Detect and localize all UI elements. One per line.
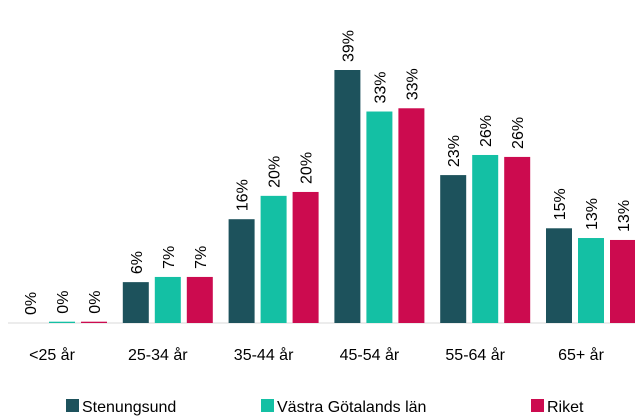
bar: [49, 321, 75, 323]
bar: [292, 191, 319, 323]
bar: [440, 175, 467, 323]
legend-label: Riket: [547, 399, 584, 416]
data-label: 33%: [372, 71, 389, 103]
data-label: 6%: [129, 251, 146, 274]
x-tick-label: <25 år: [29, 346, 75, 364]
x-tick-label: 25-34 år: [128, 346, 188, 364]
bar: [122, 282, 149, 323]
data-label: 15%: [552, 188, 569, 220]
legend-label: Västra Götalands län: [277, 399, 426, 416]
bar: [228, 219, 255, 323]
data-label: 13%: [616, 200, 633, 232]
data-label: 26%: [478, 115, 495, 147]
data-label: 0%: [87, 291, 104, 314]
bar: [186, 276, 213, 323]
data-label: 7%: [193, 246, 210, 269]
bar: [578, 238, 604, 323]
legend-swatch: [261, 399, 274, 412]
data-label: 0%: [23, 292, 40, 315]
legend-label: Stenungsund: [82, 399, 176, 416]
bar: [610, 239, 635, 323]
legend-swatch: [531, 399, 544, 412]
bar: [472, 154, 499, 323]
x-tick-label: 55-64 år: [445, 346, 505, 364]
data-label: 16%: [235, 179, 252, 211]
bar: [398, 108, 425, 324]
legend-swatch: [66, 399, 79, 412]
x-tick-label: 65+ år: [558, 346, 604, 364]
data-label: 20%: [267, 156, 284, 188]
bar: [154, 276, 181, 323]
data-label: 7%: [161, 246, 178, 269]
data-label: 26%: [510, 117, 527, 149]
x-tick-label: 35-44 år: [234, 346, 294, 364]
data-label: 23%: [446, 135, 463, 167]
x-tick-label: 45-54 år: [340, 346, 400, 364]
data-label: 20%: [299, 152, 316, 184]
bar: [546, 228, 572, 323]
bar: [81, 321, 107, 323]
data-label: 0%: [55, 291, 72, 314]
data-label: 39%: [340, 30, 357, 62]
bar: [366, 111, 393, 324]
bar: [504, 156, 531, 323]
data-label: 33%: [404, 68, 421, 100]
bar: [260, 195, 287, 323]
data-label: 13%: [584, 198, 601, 230]
bar: [334, 70, 361, 323]
